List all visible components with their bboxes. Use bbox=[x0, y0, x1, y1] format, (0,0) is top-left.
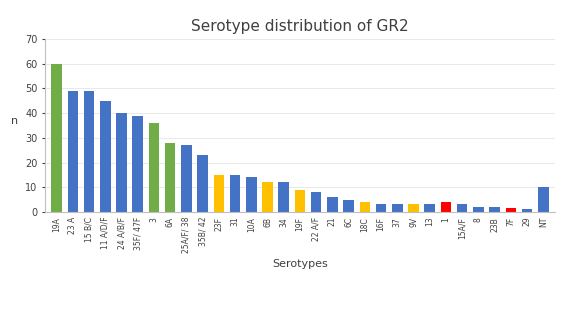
Bar bbox=[522, 209, 533, 212]
Bar bbox=[149, 123, 159, 212]
Bar bbox=[181, 145, 192, 212]
X-axis label: Serotypes: Serotypes bbox=[272, 259, 328, 269]
Bar bbox=[408, 204, 419, 212]
Bar bbox=[262, 182, 273, 212]
Bar bbox=[441, 202, 451, 212]
Bar bbox=[392, 204, 402, 212]
Bar bbox=[473, 207, 484, 212]
Bar bbox=[132, 116, 143, 212]
Bar bbox=[213, 175, 224, 212]
Bar bbox=[505, 208, 516, 212]
Bar bbox=[246, 177, 256, 212]
Bar bbox=[424, 204, 435, 212]
Bar bbox=[376, 204, 387, 212]
Bar bbox=[116, 113, 127, 212]
Bar bbox=[278, 182, 289, 212]
Bar bbox=[311, 192, 321, 212]
Bar bbox=[457, 204, 468, 212]
Bar bbox=[84, 91, 95, 212]
Bar bbox=[230, 175, 241, 212]
Bar bbox=[327, 197, 338, 212]
Bar bbox=[52, 64, 62, 212]
Bar bbox=[538, 187, 548, 212]
Bar bbox=[198, 155, 208, 212]
Bar bbox=[67, 91, 78, 212]
Bar bbox=[490, 207, 500, 212]
Bar bbox=[165, 143, 175, 212]
Bar bbox=[359, 202, 370, 212]
Y-axis label: n: n bbox=[11, 115, 18, 126]
Bar bbox=[100, 101, 110, 212]
Title: Serotype distribution of GR2: Serotype distribution of GR2 bbox=[191, 19, 409, 34]
Bar bbox=[344, 200, 354, 212]
Bar bbox=[295, 190, 305, 212]
